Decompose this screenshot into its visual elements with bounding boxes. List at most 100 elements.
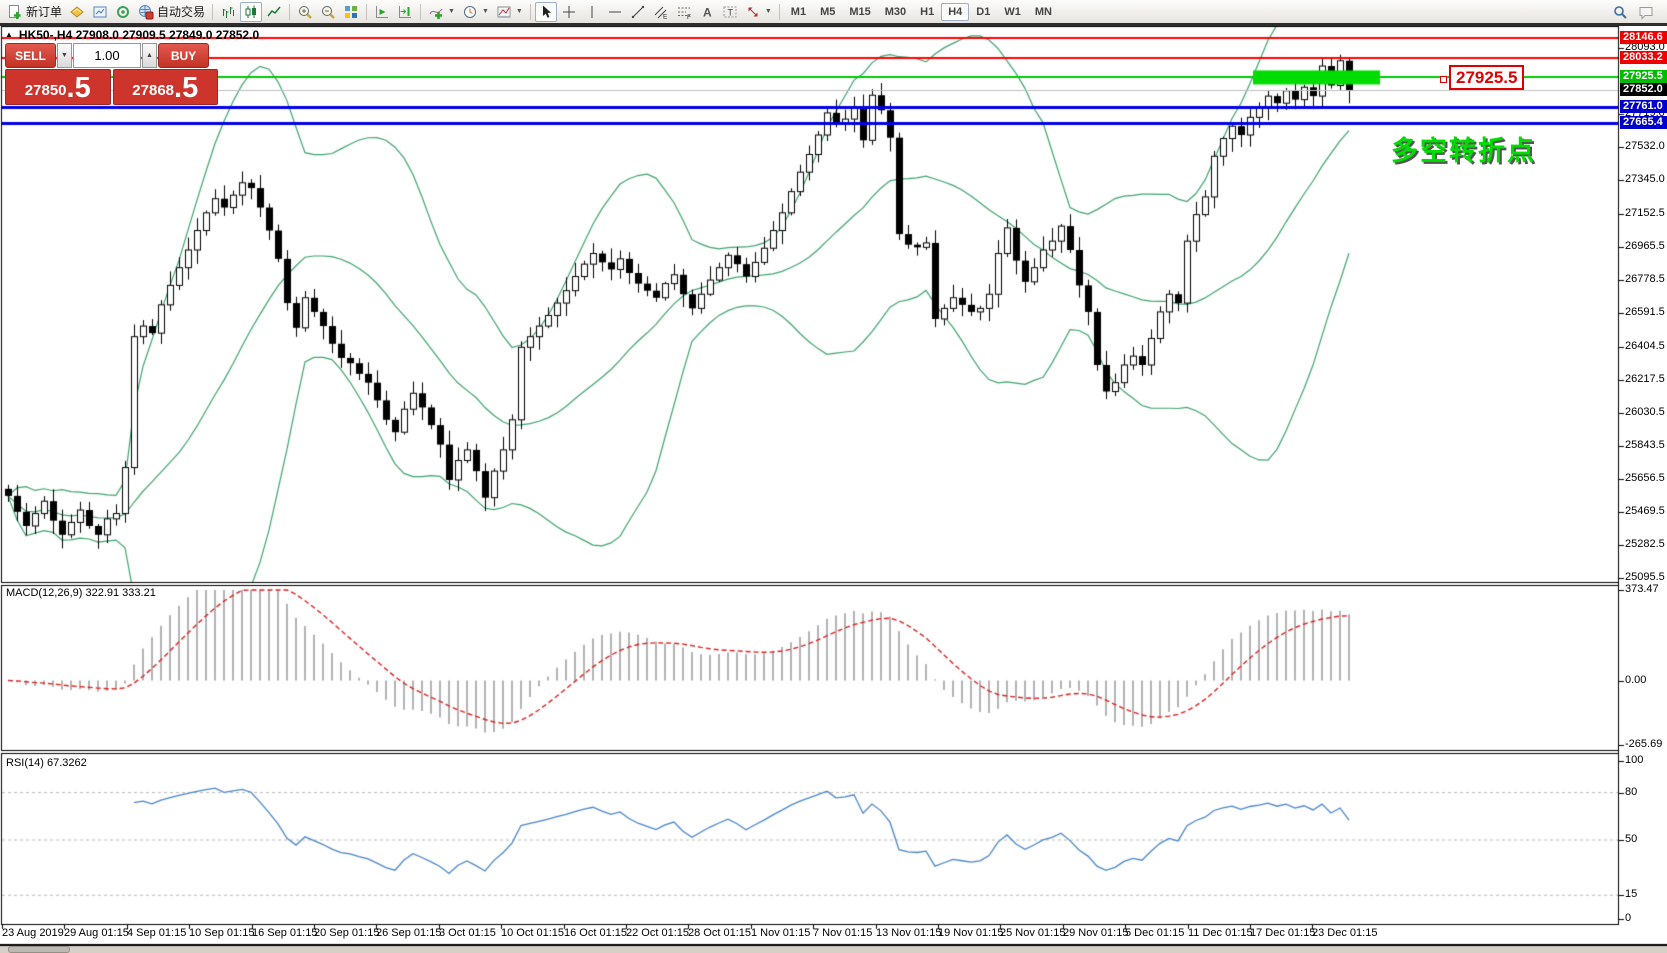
zoom-in-icon	[299, 5, 312, 19]
timeframe-h4[interactable]: H4	[941, 2, 970, 21]
toolbar: 新订单 自动交易 ▼ ▼	[0, 0, 1667, 23]
new-order-button[interactable]: 新订单	[4, 2, 65, 22]
sell-price-frac: .5	[66, 72, 91, 104]
window-divider	[0, 23, 1667, 26]
price-chart-canvas[interactable]	[0, 26, 1667, 953]
crosshair-button[interactable]	[558, 2, 580, 22]
cursor-icon	[542, 5, 551, 18]
line-chart-icon	[267, 6, 281, 16]
templates-button[interactable]: ▼	[493, 2, 526, 22]
buy-price[interactable]: 27868.5	[112, 69, 218, 105]
auto-scroll-button[interactable]	[371, 2, 393, 22]
macd-tick-label: 0.00	[1625, 673, 1647, 686]
toolbar-separator	[212, 3, 214, 20]
date-label: 7 Nov 01:15	[813, 927, 873, 939]
buy-price-frac: .5	[174, 72, 199, 104]
buy-button[interactable]: BUY	[158, 43, 209, 68]
date-label: 22 Oct 01:15	[626, 927, 689, 939]
sell-price-main: 27850	[24, 82, 67, 99]
new-chart-icon	[93, 6, 107, 17]
volume-decrease-button[interactable]: ▼	[57, 43, 72, 68]
price-tick-label: 27152.5	[1625, 207, 1665, 220]
price-tick-label: 27345.0	[1625, 173, 1665, 186]
buy-price-main: 27868	[132, 82, 175, 99]
candlestick-chart-button[interactable]	[240, 1, 263, 22]
sell-price[interactable]: 27850.5	[5, 69, 111, 105]
line-chart-button[interactable]	[263, 2, 285, 22]
equidistant-channel-button[interactable]: E	[650, 2, 672, 22]
date-label: 10 Oct 01:15	[501, 927, 564, 939]
bar-chart-icon	[223, 6, 235, 18]
price-tick-label: 25282.5	[1625, 537, 1665, 550]
chat-icon	[1639, 6, 1653, 20]
chevron-down-icon: ▼	[764, 8, 772, 15]
date-label: 26 Sep 01:15	[376, 927, 442, 939]
add-indicator-button[interactable]: ▼	[425, 2, 458, 22]
text-label-button[interactable]: T	[719, 2, 741, 22]
zoom-out-button[interactable]	[317, 2, 339, 22]
timeframe-m5[interactable]: M5	[813, 3, 842, 21]
price-tick-label: 26778.5	[1625, 273, 1665, 286]
vertical-line-button[interactable]	[581, 2, 603, 22]
metaeditor-button[interactable]	[66, 2, 88, 22]
text-button[interactable]: A	[696, 2, 718, 22]
autotrading-button[interactable]: 自动交易	[135, 2, 208, 22]
svg-text:F: F	[687, 14, 691, 20]
timeframe-w1[interactable]: W1	[997, 3, 1028, 21]
fibonacci-button[interactable]: F	[673, 2, 695, 22]
volume-input[interactable]	[73, 43, 141, 68]
date-label: 20 Sep 01:15	[314, 927, 380, 939]
timeframe-m15[interactable]: M15	[842, 3, 877, 21]
toolbar-right-group	[1609, 2, 1663, 22]
arrows-button[interactable]: ▼	[742, 2, 775, 22]
chart-shift-button[interactable]	[394, 2, 416, 22]
date-label: 19 Nov 01:15	[938, 927, 1004, 939]
volume-increase-button[interactable]: ▲	[142, 43, 157, 68]
timeframe-m30[interactable]: M30	[878, 3, 913, 21]
price-tick-label: 26030.5	[1625, 405, 1665, 418]
search-button[interactable]	[1609, 2, 1631, 22]
date-label: 28 Oct 01:15	[688, 927, 751, 939]
date-label: 5 Dec 01:15	[1125, 927, 1185, 939]
tile-windows-button[interactable]	[340, 2, 362, 22]
sell-button[interactable]: SELL	[5, 43, 56, 68]
timeframe-m1[interactable]: M1	[784, 3, 813, 21]
horizontal-line-icon	[608, 11, 621, 12]
zoom-in-button[interactable]	[294, 2, 316, 22]
new-chart-button[interactable]	[89, 2, 111, 22]
rsi-tick-label: 80	[1625, 785, 1638, 798]
timeframe-group: M1 M5 M15 M30 H1 H4 D1 W1 MN	[784, 2, 1059, 21]
rsi-tick-label: 15	[1625, 888, 1638, 901]
chevron-down-icon: ▼	[448, 8, 455, 15]
chevron-down-icon: ▼	[515, 8, 523, 15]
timeframe-h1[interactable]: H1	[913, 3, 941, 21]
chat-button[interactable]	[1635, 2, 1657, 22]
panel-collapse-arrow[interactable]: ▲	[5, 30, 13, 39]
date-label: 10 Sep 01:15	[189, 927, 255, 939]
price-level-badge: 28146.6	[1620, 31, 1667, 45]
horizontal-line-button[interactable]	[604, 2, 626, 22]
price-level-badge: 27852.0	[1620, 83, 1667, 97]
toolbar-separator	[420, 3, 422, 20]
chart-title: ▲ HK50-,H4 27908.0 27909.5 27849.0 27852…	[5, 28, 259, 42]
date-label: 16 Oct 01:15	[564, 927, 627, 939]
date-label: 17 Dec 01:15	[1250, 927, 1316, 939]
signals-button[interactable]	[112, 2, 134, 22]
periods-button[interactable]: ▼	[459, 2, 492, 22]
timeframe-mn[interactable]: MN	[1028, 3, 1059, 21]
price-tick-label: 25656.5	[1625, 471, 1665, 484]
timeframe-d1[interactable]: D1	[969, 3, 997, 21]
bar-chart-button[interactable]	[217, 2, 239, 22]
trendline-button[interactable]	[627, 2, 649, 22]
price-level-badge: 27925.5	[1620, 70, 1667, 84]
cursor-button[interactable]	[534, 1, 557, 22]
toolbar-separator	[778, 3, 780, 20]
trade-panel-controls: SELL ▼ ▲ BUY	[5, 43, 218, 68]
chart-title-text: HK50-,H4 27908.0 27909.5 27849.0 27852.0	[18, 28, 260, 42]
text-label-icon: T	[723, 6, 737, 17]
price-tag-label: 27925.5	[1439, 65, 1525, 90]
date-label: 23 Dec 01:15	[1312, 927, 1378, 939]
h-scrollbar-thumb[interactable]	[8, 946, 70, 953]
price-tick-label: 25469.5	[1625, 504, 1665, 517]
rsi-tick-label: 100	[1625, 754, 1644, 766]
